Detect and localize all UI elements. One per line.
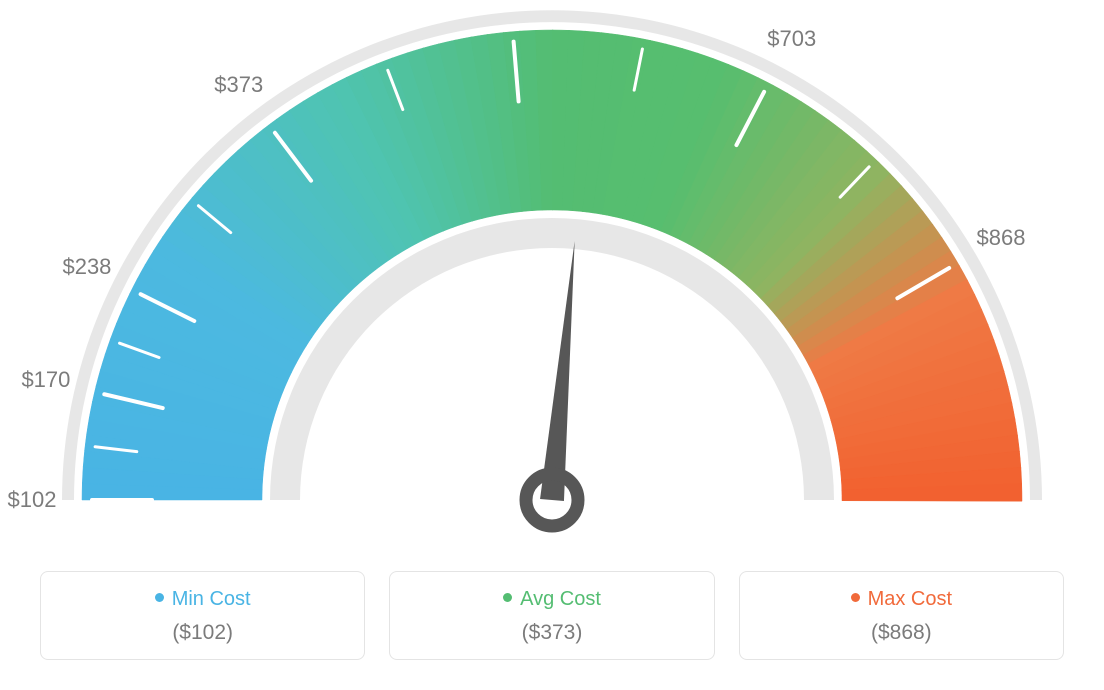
gauge-tick-label: $238 — [62, 254, 111, 280]
legend-card-min: Min Cost ($102) — [40, 571, 365, 660]
dot-icon — [503, 593, 512, 602]
legend-row: Min Cost ($102) Avg Cost ($373) Max Cost… — [40, 571, 1064, 660]
legend-card-avg: Avg Cost ($373) — [389, 571, 714, 660]
legend-title-min: Min Cost — [51, 588, 354, 611]
legend-title-max-text: Max Cost — [868, 588, 952, 610]
legend-value-max: ($868) — [750, 621, 1053, 645]
legend-title-avg-text: Avg Cost — [520, 588, 601, 610]
gauge-tick-label: $703 — [767, 26, 816, 52]
legend-title-max: Max Cost — [750, 588, 1053, 611]
dot-icon — [851, 593, 860, 602]
legend-value-avg: ($373) — [400, 621, 703, 645]
dot-icon — [155, 593, 164, 602]
legend-card-max: Max Cost ($868) — [739, 571, 1064, 660]
gauge-tick-label: $373 — [214, 72, 263, 98]
cost-gauge: $102$170$238$373$538$703$868 — [0, 0, 1104, 560]
gauge-tick-label: $102 — [8, 487, 57, 513]
legend-value-min: ($102) — [51, 621, 354, 645]
legend-title-min-text: Min Cost — [172, 588, 251, 610]
gauge-tick-label: $868 — [977, 225, 1026, 251]
legend-title-avg: Avg Cost — [400, 588, 703, 611]
gauge-tick-label: $170 — [21, 367, 70, 393]
